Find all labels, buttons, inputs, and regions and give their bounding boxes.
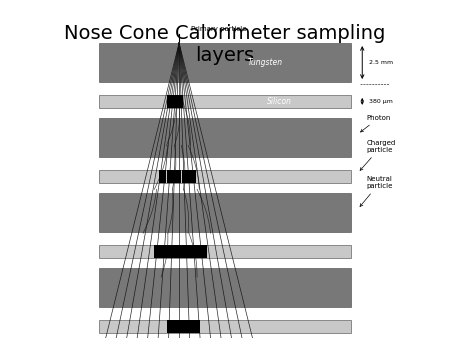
Bar <box>177 245 180 258</box>
Text: Silicon: Silicon <box>266 97 292 106</box>
Bar <box>178 170 181 183</box>
Bar <box>185 170 189 183</box>
Text: Neutral
particle: Neutral particle <box>360 176 393 207</box>
Bar <box>167 320 171 333</box>
Bar <box>182 170 185 183</box>
Bar <box>99 320 351 333</box>
Bar <box>171 170 174 183</box>
Text: Photon: Photon <box>360 115 391 132</box>
Bar <box>161 245 164 258</box>
Bar <box>166 170 170 183</box>
Text: Nose Cone Calorimeter sampling
layers: Nose Cone Calorimeter sampling layers <box>64 24 386 65</box>
Text: 2.5 mm: 2.5 mm <box>369 60 393 65</box>
Bar <box>99 268 351 307</box>
Bar <box>180 95 183 108</box>
Bar <box>174 170 178 183</box>
Bar <box>167 95 171 108</box>
Bar <box>176 95 180 108</box>
Bar <box>99 193 351 232</box>
Bar <box>99 118 351 157</box>
Bar <box>184 245 187 258</box>
Bar <box>196 320 200 333</box>
Bar <box>197 245 200 258</box>
Bar <box>173 95 177 108</box>
Bar <box>174 245 177 258</box>
Bar <box>171 245 174 258</box>
Bar <box>167 245 171 258</box>
Bar <box>180 245 184 258</box>
Bar <box>186 320 190 333</box>
Bar <box>163 170 166 183</box>
Bar <box>99 170 351 183</box>
Bar <box>170 320 174 333</box>
Bar <box>193 320 196 333</box>
Bar <box>164 245 167 258</box>
Bar <box>176 320 180 333</box>
Bar <box>180 320 183 333</box>
Bar <box>187 245 190 258</box>
Text: Tungsten: Tungsten <box>248 58 283 67</box>
Bar <box>194 245 197 258</box>
Bar <box>189 170 193 183</box>
Bar <box>189 320 193 333</box>
Bar <box>99 245 351 258</box>
Bar <box>183 320 187 333</box>
Bar <box>99 95 351 108</box>
Bar <box>203 245 207 258</box>
Bar <box>170 95 174 108</box>
Bar <box>200 245 204 258</box>
Bar <box>154 245 157 258</box>
Text: Charged
particle: Charged particle <box>360 140 396 170</box>
Bar <box>157 245 161 258</box>
Bar <box>159 170 163 183</box>
Text: 380 μm: 380 μm <box>369 99 393 104</box>
Bar <box>190 245 194 258</box>
Bar <box>173 320 177 333</box>
Bar <box>193 170 196 183</box>
Text: Primary particle: Primary particle <box>191 26 247 32</box>
Bar <box>99 43 351 82</box>
